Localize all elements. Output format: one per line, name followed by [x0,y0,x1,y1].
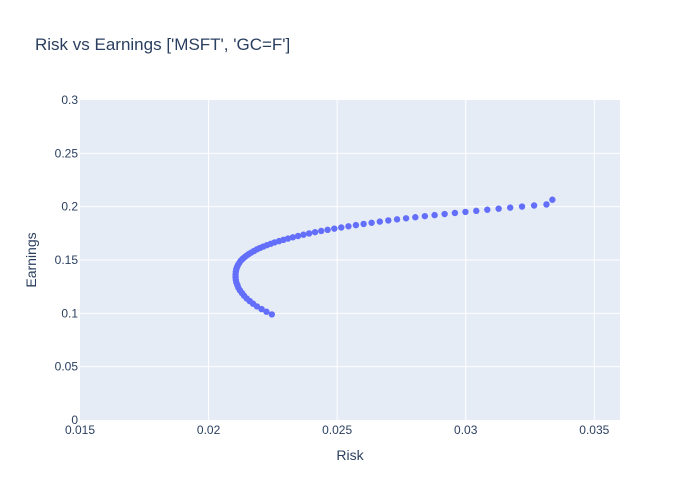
y-tick-label: 0 [71,413,78,427]
y-tick-label: 0.15 [55,253,79,267]
data-point [352,221,360,229]
data-point [431,211,438,219]
data-point [412,214,419,221]
x-axis-ticks: 0.015 0.02 0.025 0.03 0.035 [65,423,610,437]
data-point [385,217,392,224]
data-point [451,209,459,217]
chart-title: Risk vs Earnings ['MSFT', 'GC=F'] [35,35,290,54]
data-point [421,212,429,220]
data-point [305,230,313,237]
data-point [300,231,307,238]
data-point [543,201,550,208]
data-point [393,216,401,223]
data-point [324,226,331,234]
y-tick-label: 0.1 [61,306,78,320]
data-point [331,225,338,232]
y-tick-label: 0.3 [61,93,78,107]
data-point [263,308,270,315]
scatter-points [232,196,556,318]
x-tick-label: 0.035 [579,423,609,437]
data-point [360,220,367,228]
data-point [507,204,514,211]
data-point [345,223,352,230]
x-tick-label: 0.03 [454,423,478,437]
data-point [368,219,375,226]
data-point [318,227,325,235]
data-point [311,228,319,236]
y-tick-label: 0.05 [55,360,79,374]
data-point [294,232,302,240]
data-point [284,235,292,242]
data-point [338,224,345,231]
y-tick-label: 0.25 [55,146,79,160]
y-axis-ticks: 0 0.05 0.1 0.15 0.2 0.25 0.3 [55,93,79,427]
data-point [268,311,276,318]
data-point [376,218,384,225]
data-point [518,203,526,210]
data-point [530,202,538,209]
x-tick-label: 0.02 [197,423,221,437]
x-tick-label: 0.015 [65,423,95,437]
data-point [484,206,491,213]
data-point [402,215,410,222]
data-point [473,207,480,215]
grid-lines [80,100,620,420]
y-axis-title: Earnings [23,232,39,287]
data-point [462,208,469,216]
x-axis-title: Risk [336,447,364,463]
data-point [495,205,502,212]
y-tick-label: 0.2 [61,200,78,214]
x-tick-label: 0.025 [322,423,352,437]
data-point [289,234,297,241]
data-point [549,196,556,203]
data-point [441,210,448,218]
data-point [258,305,265,313]
